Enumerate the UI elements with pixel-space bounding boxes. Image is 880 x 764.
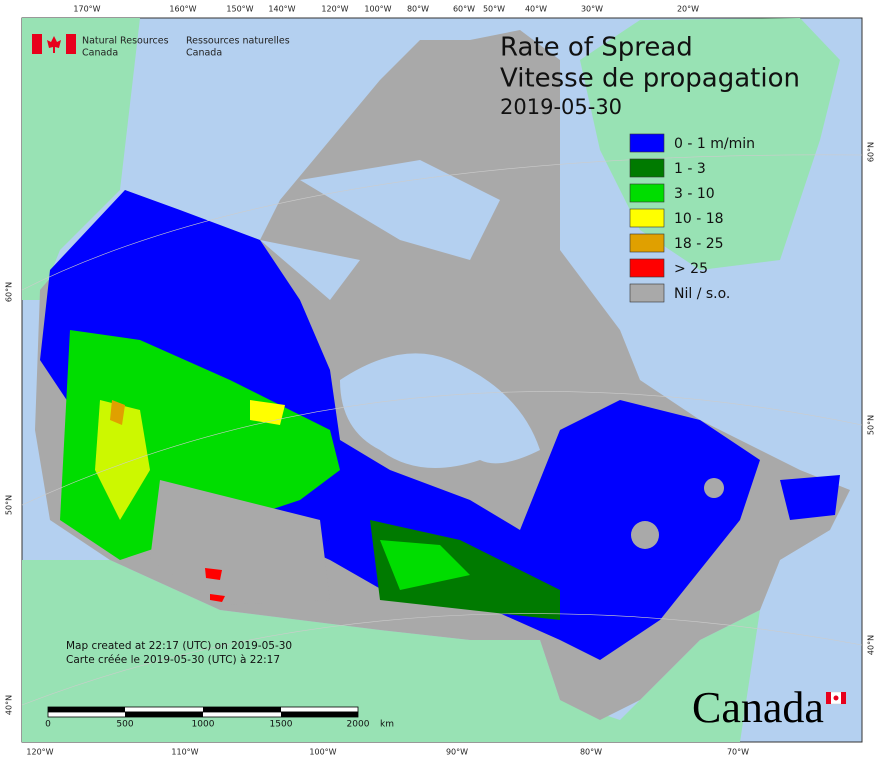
lake — [631, 521, 659, 549]
longitude-label: 100°W — [309, 748, 336, 757]
legend-label: 3 - 10 — [674, 186, 715, 202]
longitude-label: 80°W — [407, 5, 429, 14]
arctic-channels — [260, 160, 500, 300]
longitude-label: 100°W — [364, 5, 391, 14]
class-gt-25 — [205, 568, 225, 602]
alaska — [22, 18, 140, 300]
longitude-label: 70°W — [727, 748, 749, 757]
legend-label: 0 - 1 m/min — [674, 136, 755, 152]
legend-swatch — [629, 283, 665, 303]
latitude-label: 60°N — [5, 282, 14, 302]
scale-label: 1500 — [270, 720, 293, 730]
longitude-label: 20°W — [677, 5, 699, 14]
class-10-18 — [95, 400, 150, 520]
class-3-10-east — [380, 540, 470, 590]
map-title: 2019-05-30 — [500, 95, 622, 119]
agency-name: Ressources naturelles — [186, 36, 290, 47]
creation-note: Map created at 22:17 (UTC) on 2019-05-30 — [66, 640, 292, 652]
scale-unit: km — [380, 720, 394, 730]
lake — [704, 478, 724, 498]
scale-label: 0 — [45, 720, 51, 730]
legend-label: 10 - 18 — [674, 211, 724, 227]
legend-swatch — [629, 258, 665, 278]
longitude-label: 140°W — [268, 5, 295, 14]
agency-name: Canada — [82, 48, 118, 59]
class-0-1-nfld — [780, 475, 840, 520]
longitude-label: 120°W — [321, 5, 348, 14]
nil-prairies — [150, 480, 330, 605]
legend-swatch — [629, 208, 665, 228]
latitude-label: 50°N — [867, 415, 876, 435]
longitude-label: 60°W — [453, 5, 475, 14]
legend-label: 1 - 3 — [674, 161, 706, 177]
wordmark-leaf — [833, 695, 839, 701]
scale-label: 500 — [116, 720, 133, 730]
graticule-lines — [21, 154, 863, 706]
hudson-bay — [340, 353, 540, 468]
wordmark-flag-bar — [826, 692, 831, 704]
longitude-label: 50°W — [483, 5, 505, 14]
latitude-label: 40°N — [867, 635, 876, 655]
agency-name: Canada — [186, 48, 222, 59]
map-frame — [21, 17, 863, 743]
latitude-label: 40°N — [5, 695, 14, 715]
longitude-label: 80°W — [580, 748, 602, 757]
scale-label: 1000 — [192, 720, 215, 730]
longitude-label: 150°W — [226, 5, 253, 14]
longitude-label: 40°W — [525, 5, 547, 14]
longitude-label: 120°W — [26, 748, 53, 757]
legend-swatch — [629, 183, 665, 203]
flag-bar — [66, 34, 76, 54]
legend-label: Nil / s.o. — [674, 286, 730, 302]
greenland — [580, 18, 840, 270]
legend-label: 18 - 25 — [674, 236, 724, 252]
wordmark-flag-bar — [841, 692, 846, 704]
flag-bar — [32, 34, 42, 54]
longitude-label: 110°W — [171, 748, 198, 757]
usa — [22, 560, 760, 742]
class-18-25 — [110, 400, 125, 425]
map-title: Vitesse de propagation — [500, 64, 800, 94]
wordmark: Canada — [692, 683, 824, 732]
scale-bar — [47, 706, 359, 718]
creation-note: Carte créée le 2019-05-30 (UTC) à 22:17 — [66, 654, 280, 666]
longitude-label: 170°W — [73, 5, 100, 14]
longitude-label: 160°W — [169, 5, 196, 14]
legend-label: > 25 — [674, 261, 708, 277]
latitude-label: 60°N — [867, 142, 876, 162]
legend-swatch — [629, 158, 665, 178]
maple-leaf — [47, 36, 61, 53]
agency-name: Natural Resources — [82, 36, 169, 47]
map-title: Rate of Spread — [500, 33, 693, 63]
class-10-18-b — [250, 400, 285, 425]
legend-swatch — [629, 133, 665, 153]
class-0-1 — [40, 190, 760, 660]
longitude-label: 90°W — [446, 748, 468, 757]
latitude-label: 50°N — [5, 495, 14, 515]
longitude-label: 30°W — [581, 5, 603, 14]
legend-swatch — [629, 233, 665, 253]
scale-label: 2000 — [347, 720, 370, 730]
